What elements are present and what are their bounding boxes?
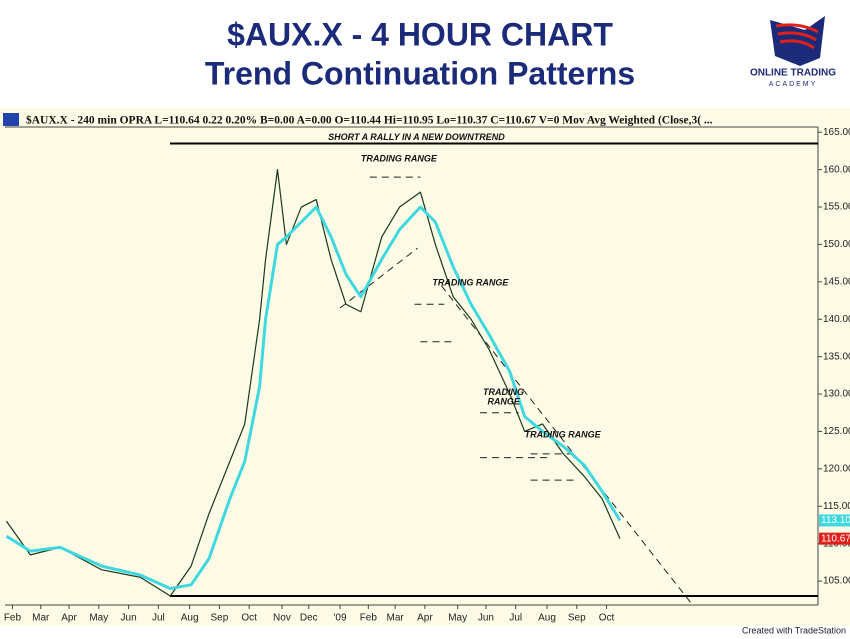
x-tick-label: Feb (4, 613, 22, 624)
x-tick-label: Sep (568, 613, 586, 624)
y-tick-label: 105.00 (823, 576, 850, 587)
x-tick-label: Dec (300, 613, 318, 624)
x-tick-label: '09 (334, 613, 347, 624)
x-tick-label: Jun (478, 613, 494, 624)
x-tick-label: May (89, 613, 108, 624)
x-tick-label: Feb (360, 613, 378, 624)
chart-header: $AUX.X - 240 min OPRA L=110.64 0.22 0.20… (26, 114, 713, 127)
last-value-box (819, 514, 850, 527)
x-tick-label: Oct (599, 613, 615, 624)
y-tick-label: 115.00 (823, 501, 850, 512)
chart-background (0, 108, 850, 626)
y-tick-label: 165.00 (823, 127, 850, 138)
x-tick-label: Nov (273, 613, 291, 624)
trend-line (440, 285, 692, 604)
y-tick-label: 160.00 (823, 164, 850, 175)
x-tick-label: Jun (121, 613, 137, 624)
logo-text: ACADEMY (769, 81, 818, 88)
series-line (5, 205, 622, 591)
x-tick-label: Jul (509, 613, 522, 624)
y-tick-label: 140.00 (823, 314, 850, 325)
annotation: TRADING RANGE (432, 278, 509, 288)
plot: 105.00110.00115.00120.00125.00130.00135.… (4, 126, 850, 624)
x-tick-label: Sep (211, 613, 229, 624)
x-tick-label: Aug (538, 613, 556, 624)
last-value-box (819, 532, 850, 545)
y-tick-label: 135.00 (823, 351, 850, 362)
x-tick-label: May (448, 613, 467, 624)
annotation: TRADING RANGE (361, 154, 438, 164)
last-value-label: 113.10 (821, 515, 850, 526)
y-tick-label: 145.00 (823, 276, 850, 287)
annotation: RANGE (487, 397, 520, 407)
footer: Created with TradeStation (742, 625, 846, 635)
x-tick-label: Aug (181, 613, 199, 624)
y-tick-label: 125.00 (823, 426, 850, 437)
x-tick-label: Mar (32, 613, 50, 624)
last-value-label: 110.67 (821, 533, 850, 544)
logo-stripes (775, 23, 819, 50)
x-tick-label: Apr (61, 613, 77, 624)
x-tick-label: Oct (241, 613, 257, 624)
annotation: SHORT A RALLY IN A NEW DOWNTREND (328, 132, 505, 142)
y-tick-label: 155.00 (823, 202, 850, 213)
trend-line (339, 247, 418, 309)
subtitle: Trend Continuation Patterns (205, 55, 635, 91)
annotation: TRADING RANGE (525, 430, 602, 440)
annotation: TRADING (483, 387, 524, 397)
logo: ONLINE TRADING ACADEMY (750, 16, 836, 88)
x-tick-label: Mar (387, 613, 405, 624)
y-tick-label: 150.00 (823, 239, 850, 250)
y-tick-label: 120.00 (823, 463, 850, 474)
logo-text: ONLINE TRADING (750, 68, 836, 79)
x-tick-label: Apr (417, 613, 433, 624)
y-tick-label: 130.00 (823, 389, 850, 400)
title: $AUX.X - 4 HOUR CHART (227, 16, 613, 52)
header-icon (3, 113, 19, 126)
x-tick-label: Jul (152, 613, 165, 624)
